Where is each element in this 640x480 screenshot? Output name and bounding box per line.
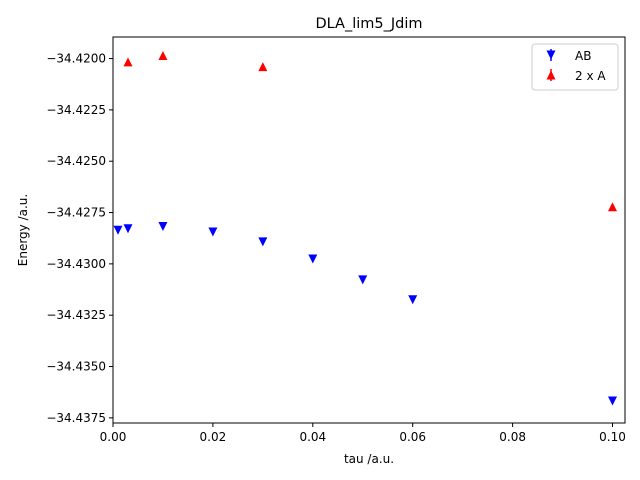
- y-axis-ticks: −34.4200 −34.4225 −34.4250 −34.4275 −34.4300…: [46, 52, 113, 425]
- chart-title: DLA_lim5_Jdim: [315, 16, 422, 32]
- y-tick-label: −34.4350: [46, 360, 106, 374]
- data-point-ab: [123, 224, 133, 234]
- y-axis-label: Energy /a.u.: [16, 194, 30, 266]
- y-tick-label: −34.4200: [46, 52, 106, 66]
- y-tick-label: −34.4375: [46, 411, 106, 425]
- plot-frame: [112, 36, 626, 424]
- x-tick-label: 0.00: [100, 430, 127, 444]
- y-tick-label: −34.4250: [46, 154, 106, 168]
- legend-marker-2xa: [546, 69, 556, 81]
- legend-item-2xa: 2 x A: [546, 69, 606, 83]
- x-tick-label: 0.06: [399, 430, 426, 444]
- x-tick-label: 0.10: [599, 430, 626, 444]
- x-tick-label: 0.04: [299, 430, 326, 444]
- legend-item-ab: AB: [546, 49, 591, 63]
- data-point-ab: [113, 225, 123, 235]
- data-point-ab: [358, 275, 368, 285]
- legend-marker-symbol: [546, 70, 556, 80]
- data-point-ab: [258, 237, 268, 247]
- data-point-2xa: [123, 57, 133, 67]
- legend-label-ab: AB: [575, 49, 591, 63]
- x-axis-label: tau /a.u.: [344, 452, 394, 466]
- data-markers: [113, 50, 618, 406]
- x-axis-ticks: 0.00 0.02 0.04 0.06 0.08 0.10: [100, 423, 626, 444]
- data-point-2xa: [258, 62, 268, 72]
- legend: AB 2 x A: [531, 43, 619, 91]
- plot-area: [113, 37, 625, 423]
- data-point-ab: [208, 227, 218, 237]
- data-point-ab: [308, 254, 318, 264]
- data-point-2xa: [608, 202, 618, 212]
- y-tick-label: −34.4225: [46, 103, 106, 117]
- data-point-ab: [158, 222, 168, 232]
- x-tick-label: 0.02: [200, 430, 227, 444]
- y-tick-label: −34.4275: [46, 206, 106, 220]
- legend-marker-ab: [546, 49, 556, 61]
- data-point-2xa: [158, 50, 168, 60]
- y-tick-label: −34.4300: [46, 257, 106, 271]
- legend-label-2xa: 2 x A: [575, 69, 606, 83]
- data-point-ab: [608, 396, 618, 406]
- legend-marker-symbol: [546, 50, 556, 60]
- y-tick-label: −34.4325: [46, 308, 106, 322]
- x-tick-label: 0.08: [499, 430, 526, 444]
- data-point-ab: [408, 295, 418, 305]
